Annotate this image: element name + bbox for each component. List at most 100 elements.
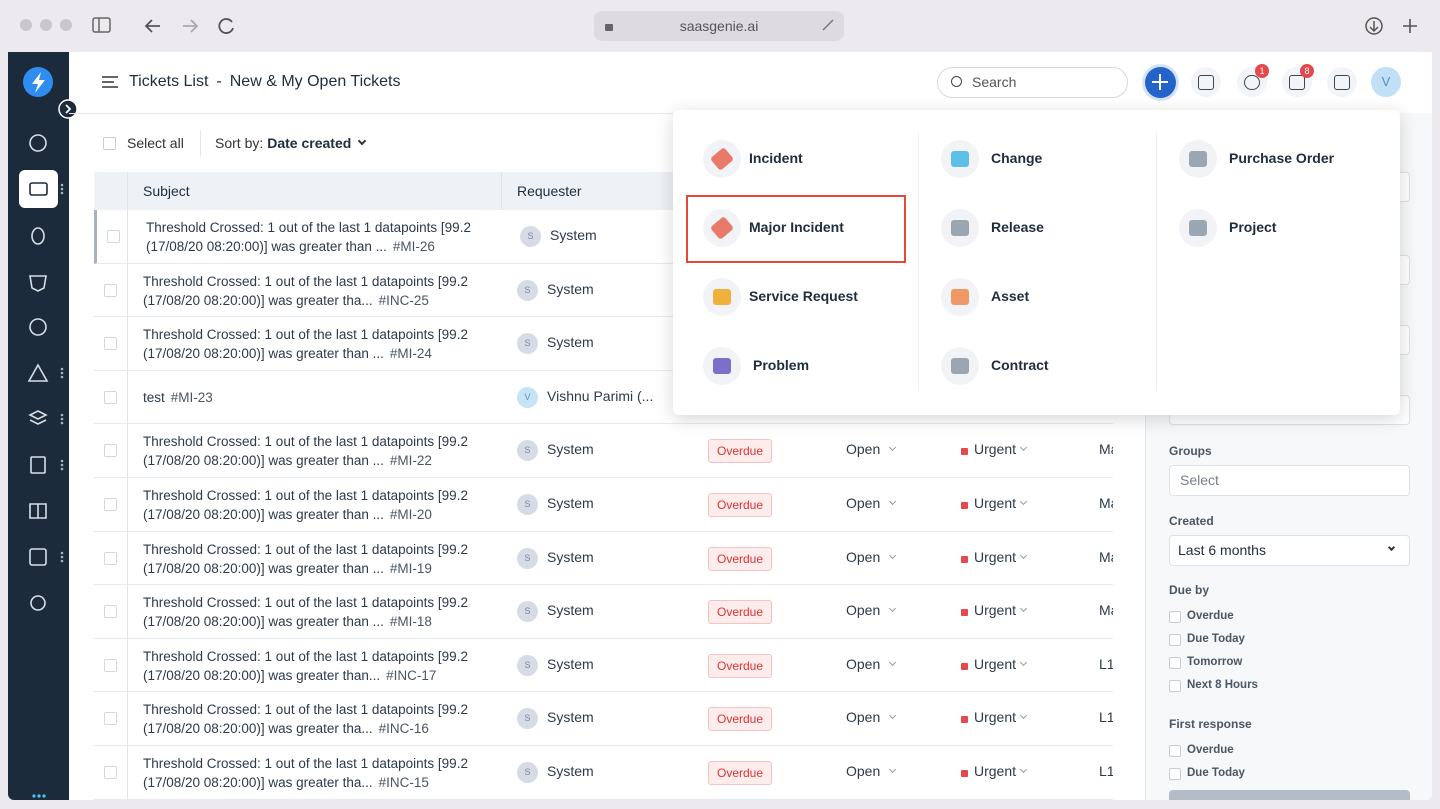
menu-item[interactable]: Asset — [991, 288, 1030, 304]
checkbox[interactable] — [104, 605, 117, 619]
priority[interactable]: Urgent — [974, 548, 1017, 565]
filter-label: Groups — [1169, 444, 1212, 458]
checkbox[interactable] — [1169, 611, 1181, 623]
status[interactable]: Open — [846, 602, 881, 619]
status[interactable]: Open — [846, 763, 881, 779]
menu-item[interactable]: Change — [991, 150, 1043, 166]
filter-option: Overdue — [1187, 744, 1234, 756]
subject-text: test — [143, 389, 165, 405]
chevron — [888, 658, 897, 666]
status[interactable]: Open — [846, 655, 881, 672]
chevron — [888, 551, 897, 559]
sort-by[interactable]: Sort by: Date created — [215, 135, 367, 151]
chevron — [888, 712, 897, 720]
apply-button[interactable] — [1169, 790, 1410, 800]
requester: Vishnu Parimi (... — [547, 387, 654, 404]
checkbox[interactable] — [104, 444, 117, 458]
subject: Threshold Crossed: 1 out of the last 1 d… — [143, 486, 468, 524]
menu-item[interactable]: Problem — [753, 357, 810, 373]
checkbox[interactable] — [107, 230, 120, 243]
menu-item[interactable]: Release — [991, 219, 1044, 235]
ticket-row[interactable]: test #MI-23 V Vishnu Parimi (... — [94, 371, 1113, 425]
priority[interactable]: Urgent — [974, 441, 1017, 458]
menu-item[interactable]: Incident — [749, 150, 803, 166]
subject-line: Threshold Crossed: 1 out of the last 1 d… — [143, 432, 468, 451]
subject-text: Threshold Crossed: 1 out of the last 1 d… — [143, 327, 468, 343]
menu-item[interactable]: Contract — [991, 357, 1049, 373]
filter-option: Tomorrow — [1187, 656, 1243, 668]
checkbox[interactable] — [1169, 768, 1181, 780]
priority[interactable]: Urgent — [974, 495, 1017, 511]
ticket-row[interactable]: Threshold Crossed: 1 out of the last 1 d… — [94, 264, 1113, 318]
subject-text: (17/08/20 08:20:00)] was greater than ..… — [143, 453, 384, 469]
priority[interactable]: Urgent — [974, 709, 1017, 726]
status[interactable]: Open — [846, 495, 881, 511]
subject-text: Threshold Crossed: 1 out of the last 1 d… — [143, 488, 468, 503]
checkbox[interactable] — [104, 658, 117, 672]
group: Ma — [1099, 602, 1113, 619]
status[interactable]: Open — [846, 548, 881, 565]
chevron — [1019, 605, 1028, 613]
checkbox[interactable] — [104, 390, 117, 404]
filter-select[interactable]: Last 6 months — [1169, 535, 1410, 566]
header-check-col — [127, 172, 128, 800]
checkbox[interactable] — [104, 551, 117, 565]
subject-text: (17/08/20 08:20:00)] was greater than ..… — [143, 560, 384, 576]
checkbox[interactable] — [104, 337, 117, 351]
checkbox[interactable] — [1169, 657, 1181, 669]
due-badge: Overdue — [708, 600, 772, 625]
checkbox[interactable] — [103, 137, 116, 150]
sidebar — [8, 52, 69, 800]
group: L1 — [1099, 655, 1113, 672]
priority[interactable]: Urgent — [974, 602, 1017, 619]
ticket-row[interactable]: Threshold Crossed: 1 out of the last 1 d… — [94, 585, 1113, 639]
menu-icon[interactable] — [101, 74, 119, 90]
select-all[interactable]: Select all — [127, 135, 184, 151]
menu-item[interactable]: Service Request — [749, 288, 858, 304]
ticket-row[interactable]: Threshold Crossed: 1 out of the last 1 d… — [94, 746, 1113, 800]
priority[interactable]: Urgent — [974, 655, 1017, 672]
contacts-icon[interactable] — [1191, 67, 1221, 97]
checkbox[interactable] — [104, 283, 117, 297]
subject-text: (17/08/20 08:20:00)] was greater than ..… — [146, 239, 387, 254]
priority[interactable]: Urgent — [974, 763, 1017, 779]
subject-text: (17/08/20 08:20:00)] was greater than... — [143, 667, 381, 683]
sidebar-toggle[interactable] — [58, 99, 78, 119]
group: Ma — [1099, 495, 1113, 511]
ticket-row[interactable]: Threshold Crossed: 1 out of the last 1 d… — [94, 692, 1113, 746]
ticket-row[interactable]: Threshold Crossed: 1 out of the last 1 d… — [94, 639, 1113, 693]
requester: System — [547, 441, 594, 458]
url[interactable]: saasgenie.ai — [679, 18, 759, 34]
due-badge: Overdue — [708, 761, 772, 785]
status[interactable]: Open — [846, 709, 881, 726]
menu-item[interactable]: Major Incident — [749, 219, 844, 235]
filter-input[interactable]: Select — [1169, 465, 1410, 496]
ticket-row[interactable]: Threshold Crossed: 1 out of the last 1 d… — [94, 478, 1113, 532]
due-badge: Overdue — [708, 439, 772, 464]
subject-line: (17/08/20 08:20:00)] was greater than ..… — [146, 237, 471, 256]
menu-item[interactable]: Project — [1229, 219, 1277, 235]
plus-v — [1159, 74, 1161, 90]
ticket-row[interactable]: Threshold Crossed: 1 out of the last 1 d… — [94, 210, 1113, 264]
avatar[interactable]: V — [1371, 67, 1401, 97]
ticket-id: #MI-26 — [392, 239, 435, 254]
ticket-row[interactable]: Threshold Crossed: 1 out of the last 1 d… — [94, 532, 1113, 586]
chevron — [888, 444, 897, 452]
subject-text: Threshold Crossed: 1 out of the last 1 d… — [143, 434, 468, 450]
subject-line: (17/08/20 08:20:00)] was greater tha... #… — [143, 291, 468, 310]
subject-line: (17/08/20 08:20:00)] was greater than ..… — [143, 344, 468, 363]
checkbox[interactable] — [1169, 634, 1181, 646]
ticket-row[interactable]: Threshold Crossed: 1 out of the last 1 d… — [94, 424, 1113, 478]
subject-line: Threshold Crossed: 1 out of the last 1 d… — [143, 754, 468, 773]
checkbox[interactable] — [1169, 745, 1181, 757]
status[interactable]: Open — [846, 441, 881, 458]
ticket-row[interactable]: Threshold Crossed: 1 out of the last 1 d… — [94, 317, 1113, 371]
checkbox[interactable] — [1169, 680, 1181, 692]
checkbox[interactable] — [104, 766, 117, 779]
store-icon[interactable] — [1327, 67, 1357, 97]
search-box[interactable]: Search — [937, 67, 1128, 98]
checkbox[interactable] — [104, 712, 117, 726]
menu-item[interactable]: Purchase Order — [1229, 150, 1335, 166]
checkbox[interactable] — [104, 498, 117, 511]
subject-text: Threshold Crossed: 1 out of the last 1 d… — [143, 273, 468, 289]
